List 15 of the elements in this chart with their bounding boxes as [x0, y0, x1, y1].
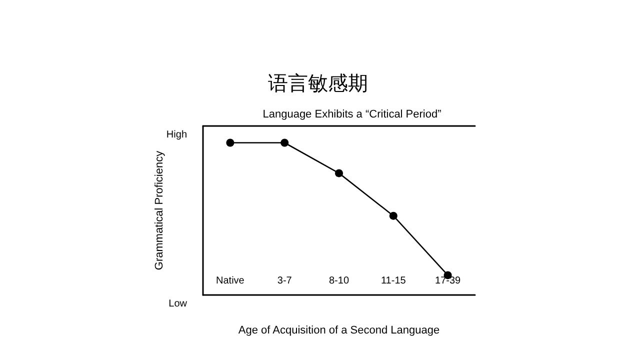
point [280, 138, 289, 147]
y-axis-title: Grammatical Proficiency [154, 150, 166, 270]
x-tick-label: 8-10 [328, 276, 350, 286]
x-tick-label: Native [216, 276, 245, 286]
text: Low [168, 298, 188, 310]
text: High [166, 130, 188, 140]
x-axis-title: Age of Acquisition of a Second Language [238, 324, 440, 336]
x-tick-label: 11-15 [380, 276, 406, 286]
x-tick-label: 17-39 [435, 276, 462, 286]
point [389, 212, 398, 220]
chart-subtitle: Language Exhibits a “Critical Period” [262, 108, 442, 120]
chart-title: 语言敏感期 [268, 71, 368, 95]
point [226, 138, 234, 147]
x-tick-label: 3-7 [277, 276, 292, 286]
point [335, 169, 343, 178]
